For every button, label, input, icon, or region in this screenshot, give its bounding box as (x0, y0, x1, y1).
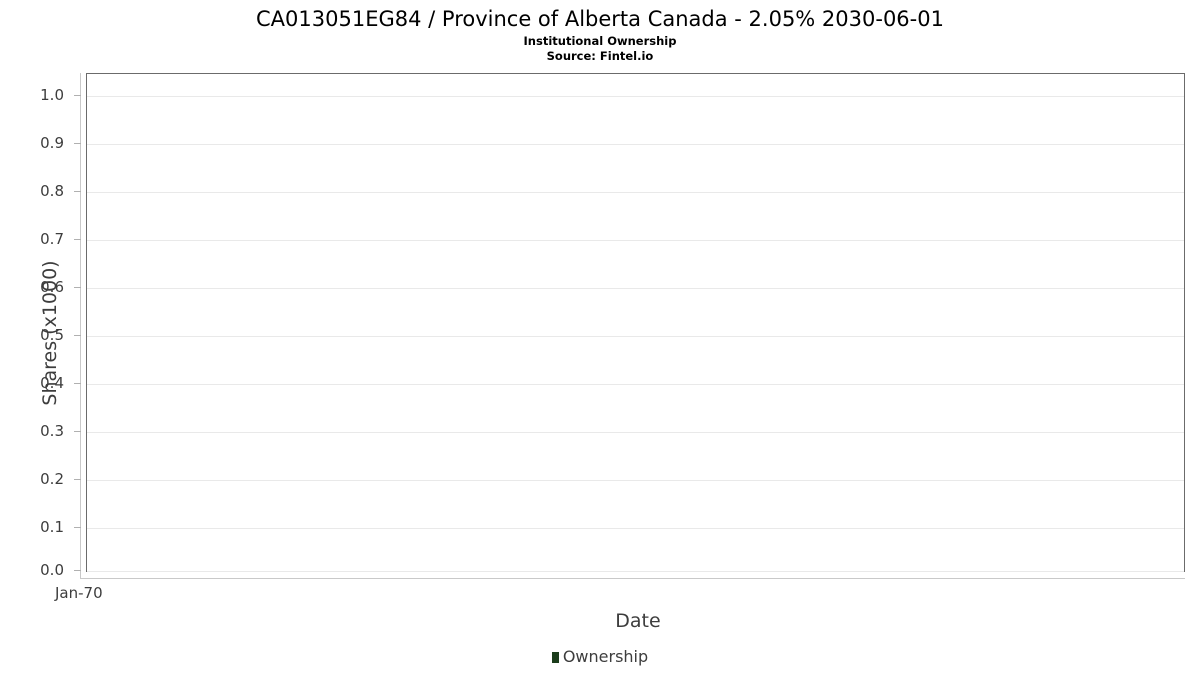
y-tick-mark-0.8 (74, 191, 81, 192)
x-tick-label-jan-70: Jan-70 (55, 584, 103, 602)
gridline-0.6 (87, 288, 1184, 289)
y-tick-mark-0.4 (74, 383, 81, 384)
x-axis-title: Date (615, 610, 661, 632)
y-axis-title: Shares (x1000) (39, 260, 61, 406)
y-tick-label-0.1: 0.1 (40, 518, 64, 536)
gridline-0.2 (87, 480, 1184, 481)
gridline-1.0 (87, 96, 1184, 97)
y-tick-mark-0.9 (74, 143, 81, 144)
x-axis-spine (80, 578, 1185, 579)
y-tick-label-0.2: 0.2 (40, 470, 64, 488)
chart-header: CA013051EG84 / Province of Alberta Canad… (0, 0, 1200, 64)
y-tick-label-0.9: 0.9 (40, 134, 64, 152)
legend-item-ownership[interactable]: Ownership (551, 647, 649, 666)
y-axis-spine (80, 73, 81, 579)
legend-item-label: Ownership (562, 647, 649, 666)
y-tick-mark-0.0 (74, 570, 81, 571)
gridline-0.3 (87, 432, 1184, 433)
y-tick-label-0.8: 0.8 (40, 182, 64, 200)
chart-subtitle: Institutional Ownership (523, 34, 677, 48)
page-title: CA013051EG84 / Province of Alberta Canad… (256, 7, 944, 31)
gridline-0.8 (87, 192, 1184, 193)
gridline-0.0 (87, 571, 1184, 572)
chart-source: Source: Fintel.io (546, 49, 654, 63)
gridline-0.9 (87, 144, 1184, 145)
gridline-0.1 (87, 528, 1184, 529)
y-tick-mark-0.1 (74, 527, 81, 528)
y-tick-label-0.0: 0.0 (40, 561, 64, 579)
gridline-0.7 (87, 240, 1184, 241)
y-tick-mark-0.3 (74, 431, 81, 432)
chart-legend: Ownership (0, 648, 1200, 666)
gridline-0.4 (87, 384, 1184, 385)
y-tick-mark-0.6 (74, 287, 81, 288)
y-tick-mark-0.2 (74, 479, 81, 480)
y-tick-mark-1.0 (74, 95, 81, 96)
y-tick-label-1.0: 1.0 (40, 86, 64, 104)
y-tick-label-0.5: 0.5 (40, 326, 64, 344)
y-tick-label-0.4: 0.4 (40, 374, 64, 392)
gridline-0.5 (87, 336, 1184, 337)
y-tick-mark-0.5 (74, 335, 81, 336)
legend-swatch-icon (551, 651, 559, 663)
y-tick-label-0.6: 0.6 (40, 278, 64, 296)
plot-area (86, 73, 1185, 572)
y-tick-label-0.3: 0.3 (40, 422, 64, 440)
y-tick-mark-0.7 (74, 239, 81, 240)
y-tick-label-0.7: 0.7 (40, 230, 64, 248)
